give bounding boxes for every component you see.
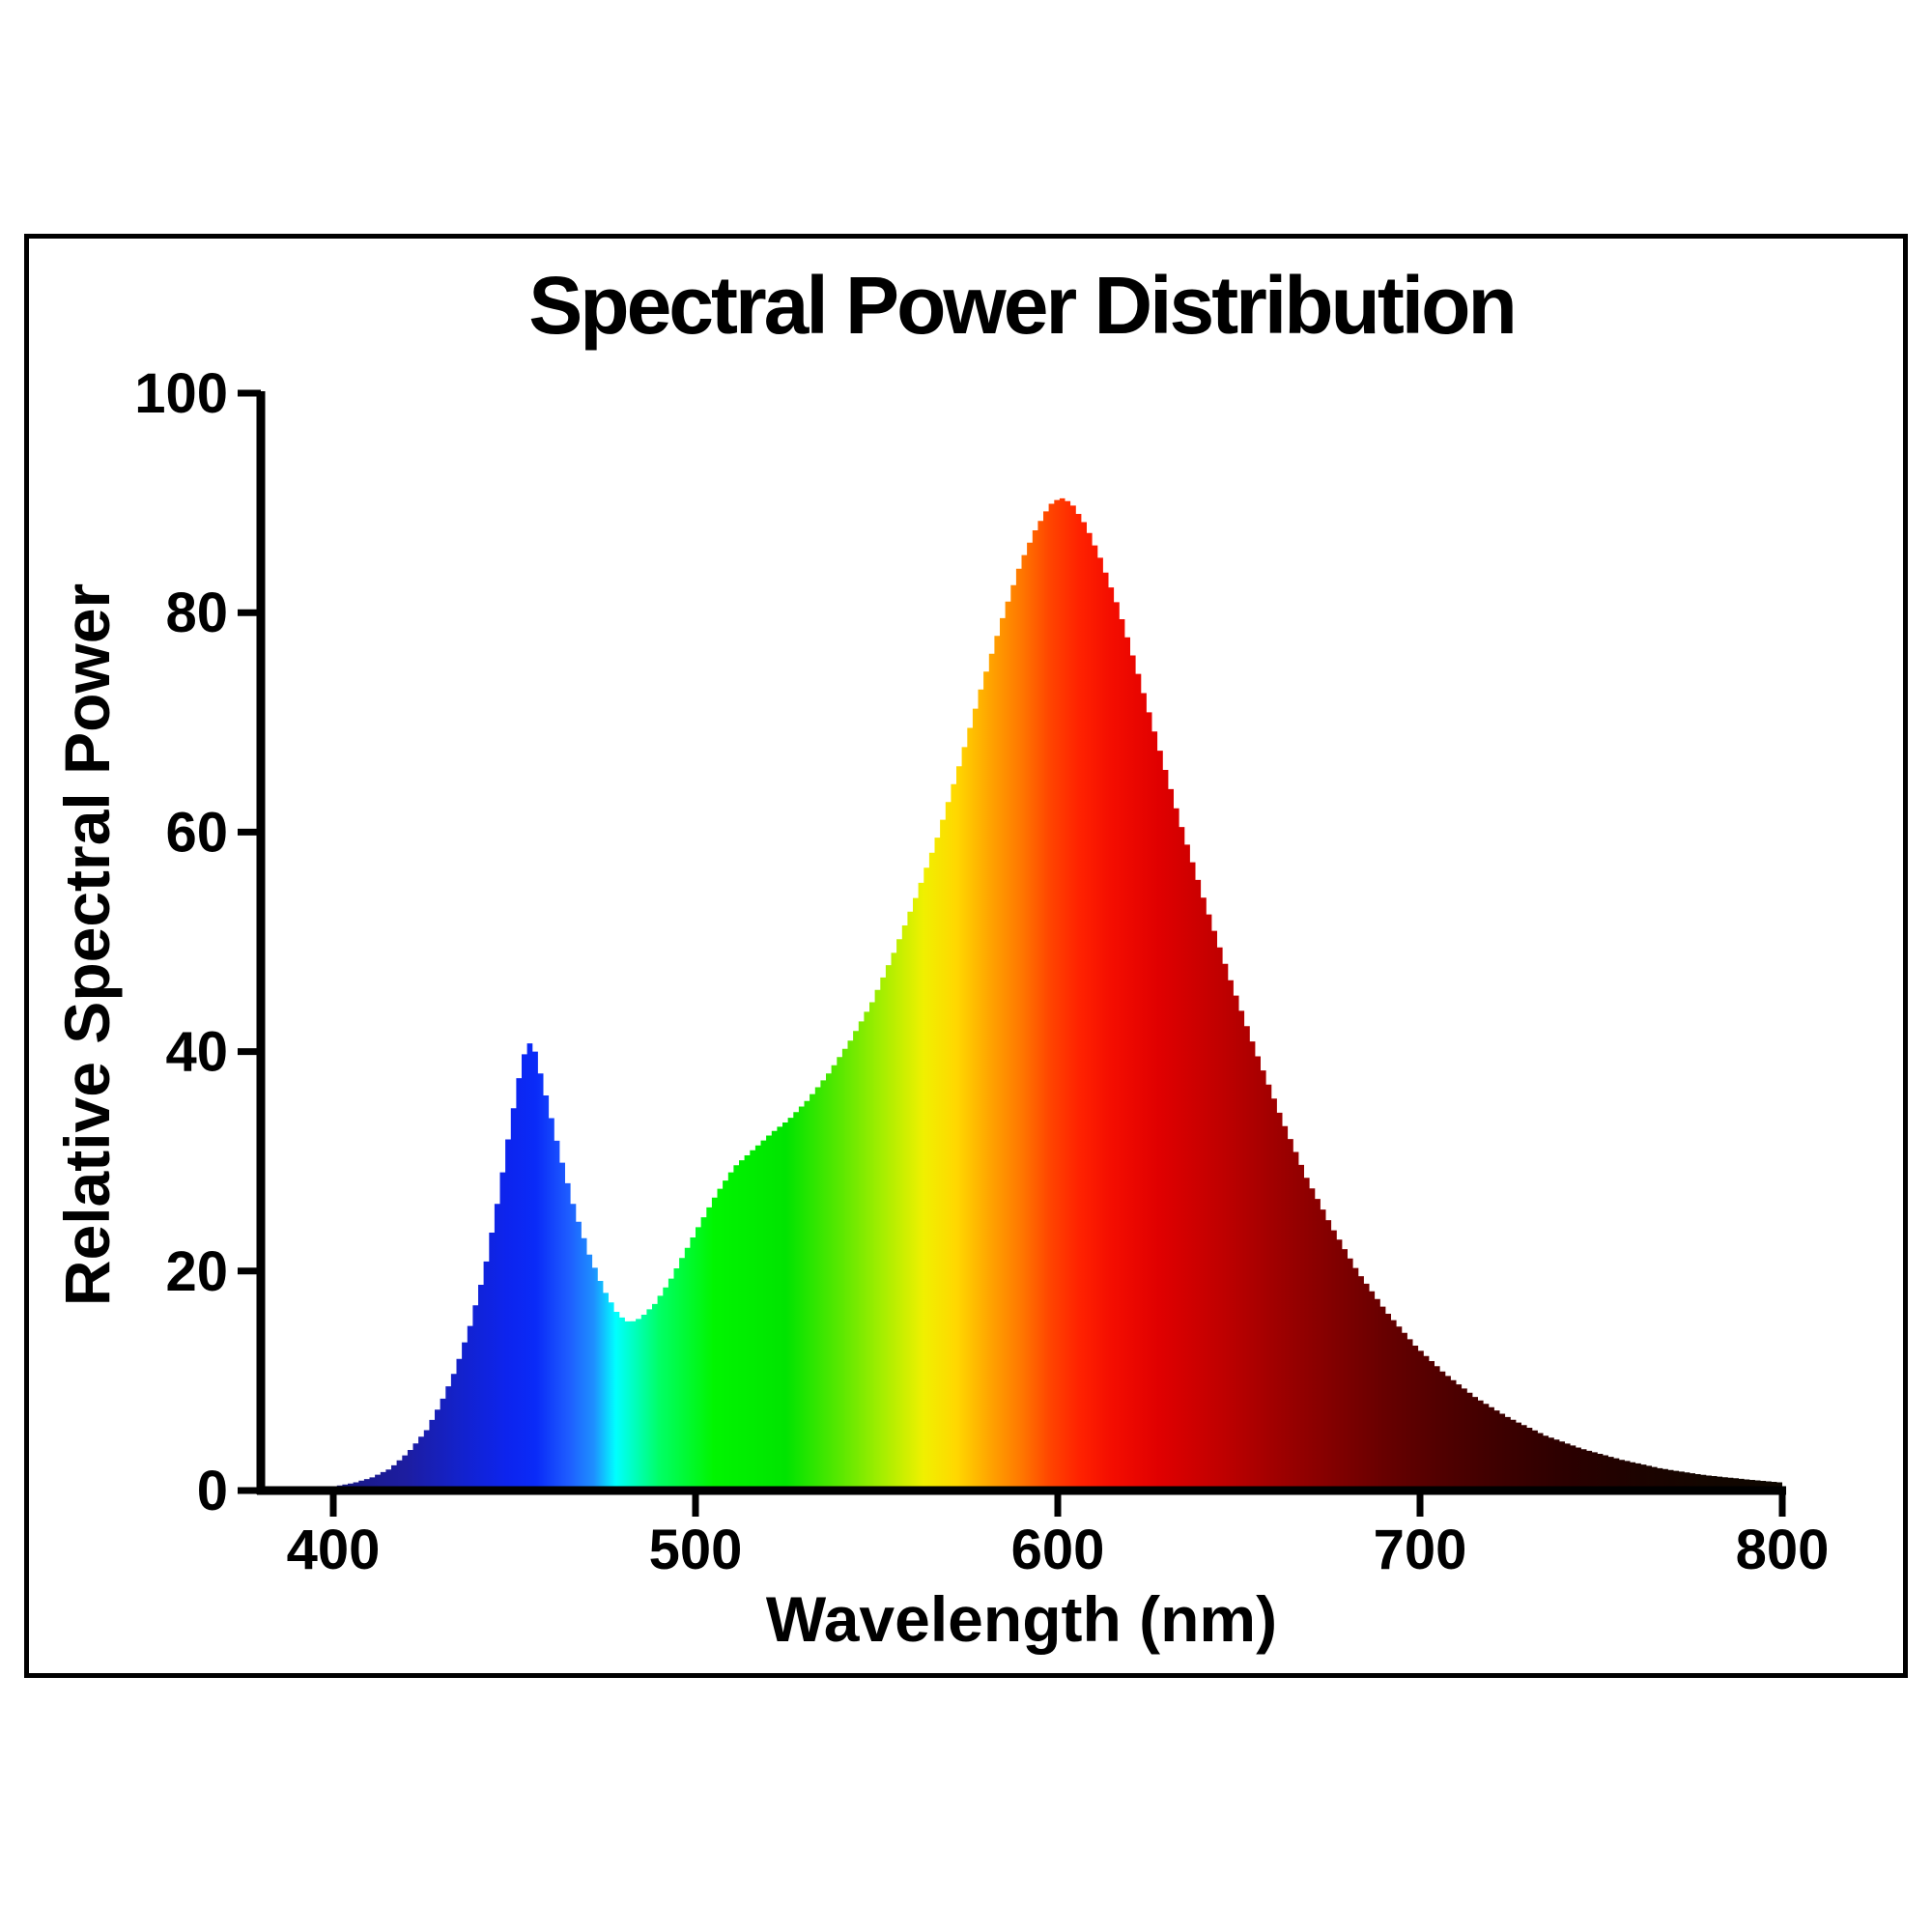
x-tick-label: 700 [1374,1519,1467,1581]
x-axis-title: Wavelength (nm) [765,1583,1278,1655]
y-tick-label: 40 [165,1021,228,1084]
y-tick-label: 60 [165,801,228,864]
chart-title: Spectral Power Distribution [528,260,1518,351]
y-axis-title: Relative Spectral Power [51,582,123,1307]
axes [256,391,1786,1495]
x-tick-label: 800 [1736,1519,1830,1581]
x-tick-label: 400 [287,1519,381,1581]
y-tick-label: 80 [165,582,228,644]
spectral-area-fill [261,497,1782,1491]
y-tick-label: 100 [134,362,228,425]
tick-labels: 0 20 40 60 80 100 400 500 600 700 800 [134,362,1829,1581]
x-tick-label: 500 [649,1519,743,1581]
x-tick-label: 600 [1011,1519,1105,1581]
y-tick-label: 20 [165,1240,228,1303]
y-tick-label: 0 [197,1460,228,1522]
tick-marks [238,389,1786,1517]
